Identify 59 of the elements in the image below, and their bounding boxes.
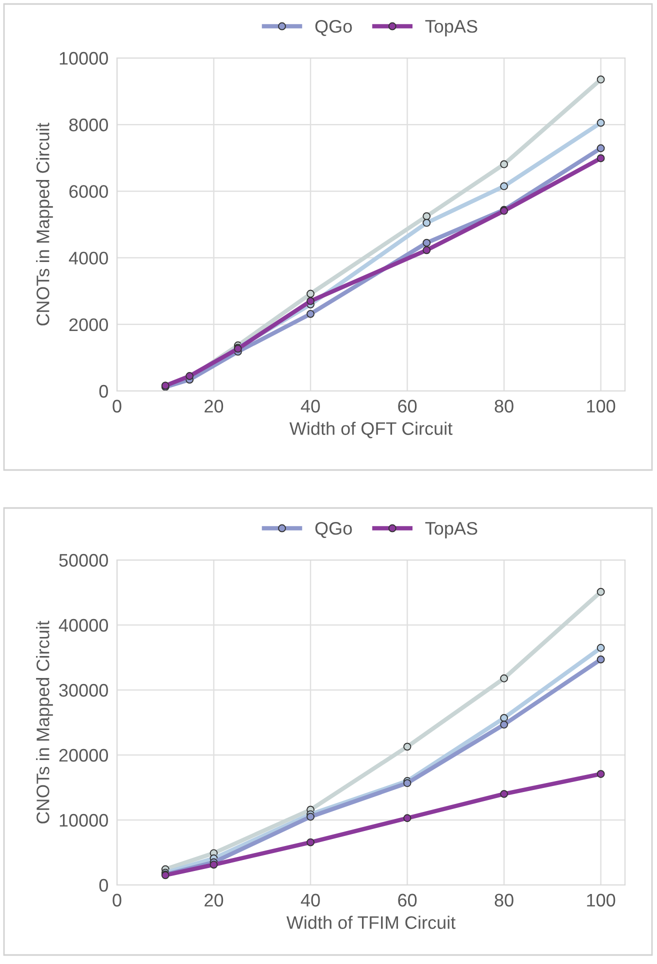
point — [403, 779, 412, 788]
point — [596, 770, 605, 778]
point — [306, 290, 314, 298]
point — [210, 860, 218, 869]
point — [596, 655, 605, 664]
y-tick-label: 0 — [99, 384, 108, 398]
point — [596, 644, 605, 652]
point — [422, 238, 431, 247]
point — [500, 160, 508, 168]
y-tick-label: 8000 — [69, 118, 108, 132]
y-tick-label: 4000 — [68, 252, 108, 265]
point — [500, 790, 508, 798]
x-tick-label: 0 — [112, 400, 122, 413]
y-tick-label: 10000 — [60, 814, 108, 827]
x-tick-label: 20 — [204, 400, 224, 413]
x-tick-label: 100 — [587, 400, 616, 413]
y-tick-label: 10000 — [60, 52, 108, 65]
point — [500, 720, 508, 729]
x-tick-label: 0 — [112, 894, 122, 907]
x-tick-label: 40 — [300, 400, 320, 413]
point — [403, 814, 412, 822]
x-tick-label: 100 — [587, 894, 616, 907]
y-tick-label: 20000 — [59, 748, 108, 762]
y-tick-label: 2000 — [69, 318, 108, 332]
point — [306, 812, 314, 821]
point — [306, 310, 314, 318]
point — [306, 297, 314, 306]
point — [500, 674, 508, 682]
point — [596, 76, 605, 84]
x-tick-label: 80 — [494, 400, 514, 413]
point — [596, 154, 605, 162]
point — [596, 118, 605, 127]
legend-label: QGo — [315, 20, 352, 36]
legend-label: TopAS — [425, 522, 478, 538]
point — [500, 714, 508, 722]
x-tick-label: 60 — [398, 894, 417, 907]
x-tick-label: 20 — [204, 894, 224, 907]
point — [596, 144, 605, 152]
point — [500, 182, 508, 190]
point — [422, 246, 431, 254]
y-axis-title: CNOTs in Mapped Circuit — [36, 620, 53, 824]
y-axis-title: CNOTs in Mapped Circuit — [36, 122, 53, 326]
x-tick-label: 40 — [300, 894, 320, 907]
y-tick-label: 30000 — [59, 684, 108, 697]
legend-label: QGo — [315, 522, 352, 538]
y-tick-label: 0 — [99, 878, 108, 892]
y-tick-label: 50000 — [59, 554, 108, 567]
y-tick-label: 6000 — [69, 185, 108, 198]
x-tick-label: 60 — [398, 400, 417, 413]
point — [422, 212, 431, 220]
y-tick-label: 40000 — [58, 618, 108, 632]
x-axis-title: Width of TFIM Circuit — [286, 916, 456, 929]
point — [596, 588, 605, 596]
point — [403, 742, 412, 751]
x-axis-title: Width of QFT Circuit — [289, 422, 452, 438]
x-tick-label: 80 — [494, 894, 514, 907]
point — [306, 838, 314, 846]
point — [422, 218, 431, 227]
legend-label: TopAS — [425, 20, 478, 36]
